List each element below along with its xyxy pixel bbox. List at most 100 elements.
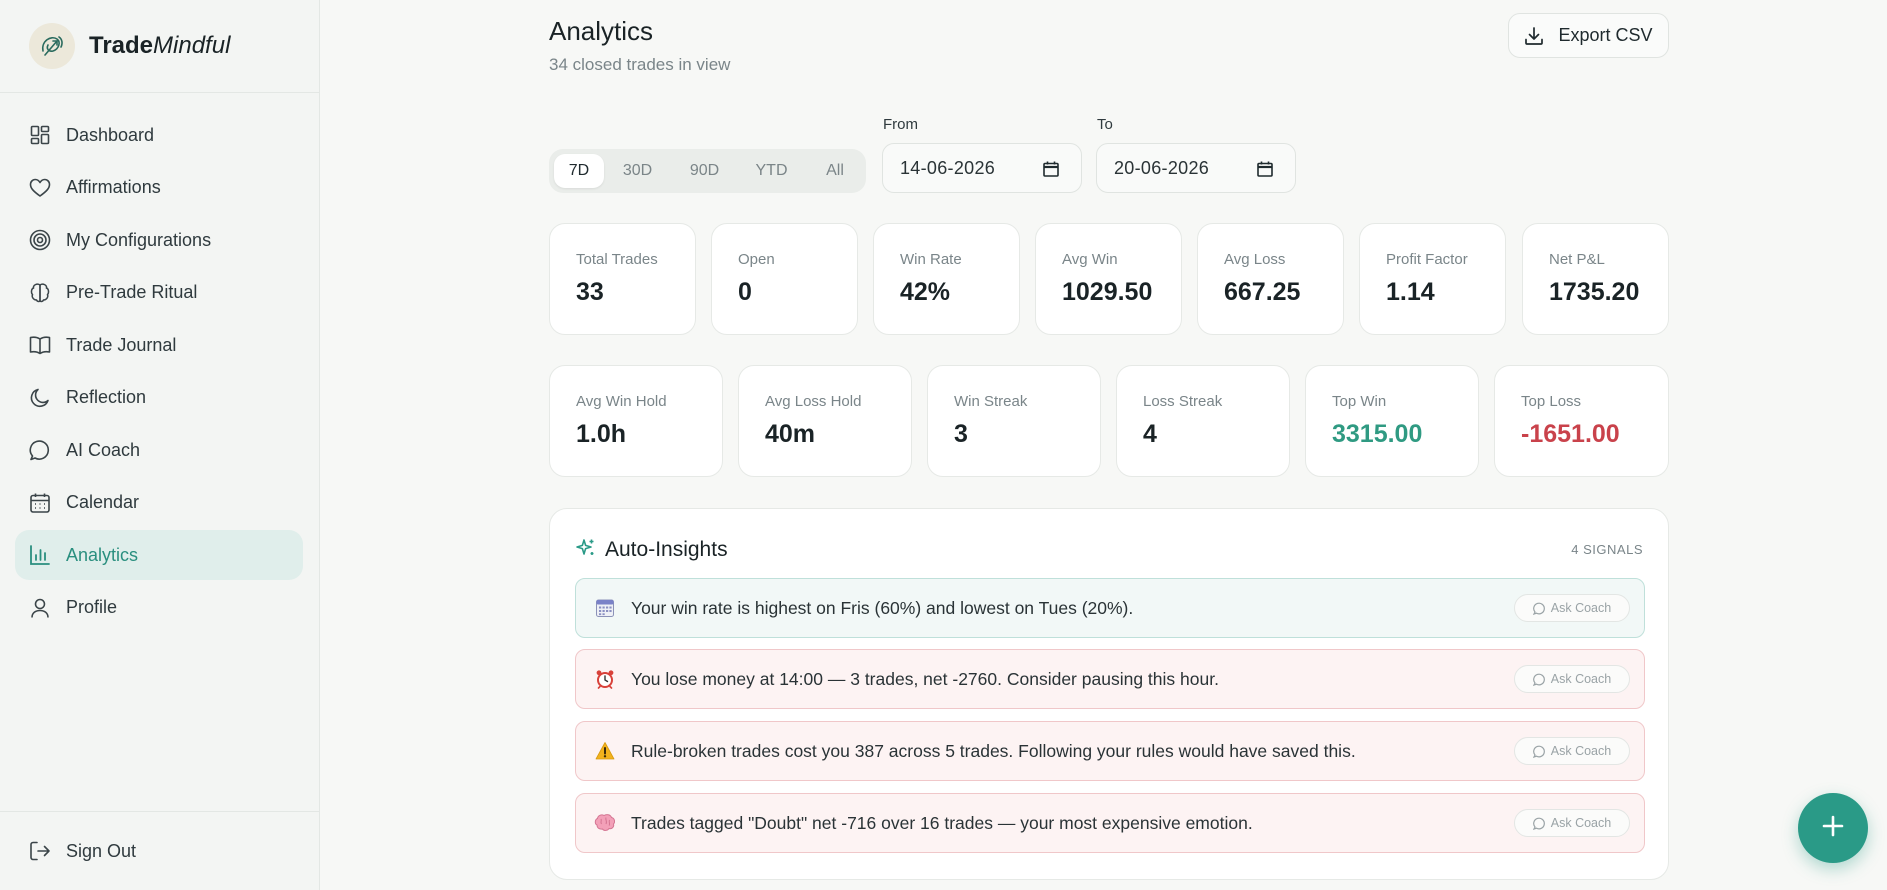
brain-icon [29,282,51,304]
ask-coach-button[interactable]: Ask Coach [1514,665,1630,693]
stat-card-top-loss: Top Loss -1651.00 [1494,365,1669,477]
stat-card-net-pnl: Net P&L 1735.20 [1522,223,1669,335]
stat-value: 1735.20 [1549,278,1640,306]
plus-icon [1821,814,1845,843]
insight-item: Trades tagged "Doubt" net -716 over 16 t… [575,793,1645,853]
sidebar-item-label: Profile [66,597,118,617]
sidebar-item-label: Calendar [66,492,140,512]
insight-item: Rule-broken trades cost you 387 across 5… [575,721,1645,781]
sidebar-item-affirmations[interactable]: Affirmations [15,163,303,213]
user-icon [29,597,51,619]
chat-bubble-icon [1532,673,1546,686]
sidebar-item-label: Dashboard [66,124,155,145]
sidebar-nav: Dashboard Affirmations My Configurations… [0,93,319,633]
sidebar-item-label: Pre-Trade Ritual [66,282,198,302]
brand-logo [29,23,75,69]
sign-out-button[interactable]: Sign Out [0,811,320,890]
sidebar-item-label: Trade Journal [66,334,177,355]
warning-icon [594,740,616,762]
brand-name: TradeMindful [89,32,231,59]
to-date-value: 20-06-2026 [1114,157,1210,178]
chat-bubble-icon [1532,745,1546,758]
moon-icon [29,387,51,409]
chat-bubble-icon [29,439,51,461]
stat-card-win-streak: Win Streak 3 [927,365,1101,477]
sidebar-item-ai-coach[interactable]: AI Coach [15,425,303,475]
stat-value: 667.25 [1224,278,1301,306]
sidebar-item-pre-trade-ritual[interactable]: Pre-Trade Ritual [15,268,303,318]
sidebar: TradeMindful Dashboard Affirmations My C… [0,0,320,890]
page-title: Analytics [549,16,654,46]
stat-value: -1651.00 [1521,420,1620,448]
stat-label: Net P&L [1549,251,1605,268]
sidebar-item-trade-journal[interactable]: Trade Journal [15,320,303,370]
stat-value: 40m [765,420,816,448]
from-date-value: 14-06-2026 [900,157,996,178]
chat-bubble-icon [1532,602,1546,615]
stat-label: Avg Win [1062,251,1118,268]
stat-label: Win Streak [954,393,1028,410]
sidebar-item-label: Reflection [66,387,147,407]
calendar-emoji-icon [594,597,616,619]
sidebar-item-reflection[interactable]: Reflection [15,373,303,423]
stat-card-avg-win-hold: Avg Win Hold 1.0h [549,365,723,477]
ask-coach-button[interactable]: Ask Coach [1514,737,1630,765]
sidebar-item-label: Affirmations [66,177,161,197]
stat-card-top-win: Top Win 3315.00 [1305,365,1479,477]
stat-card-total-trades: Total Trades 33 [549,223,696,335]
to-label: To [1097,116,1113,133]
sidebar-item-label: Analytics [66,544,139,565]
stat-card-loss-streak: Loss Streak 4 [1116,365,1290,477]
stat-card-open: Open 0 [711,223,858,335]
sidebar-item-calendar[interactable]: Calendar [15,478,303,528]
insights-title: Auto-Insights [605,538,728,561]
sidebar-item-my-configurations[interactable]: My Configurations [15,215,303,265]
calendar-picker-icon[interactable] [1257,161,1273,182]
export-csv-label: Export CSV [1558,25,1653,45]
ask-coach-label: Ask Coach [1550,672,1612,686]
insight-item: Your win rate is highest on Fris (60%) a… [575,578,1645,638]
stat-value: 1.0h [576,420,627,448]
sparkles-icon [576,538,596,563]
ask-coach-button[interactable]: Ask Coach [1514,594,1630,622]
stat-label: Avg Loss Hold [765,393,862,410]
ask-coach-button[interactable]: Ask Coach [1514,809,1630,837]
insight-text: Your win rate is highest on Fris (60%) a… [631,597,1134,618]
download-icon [1524,26,1544,46]
target-icon [29,229,51,251]
brand[interactable]: TradeMindful [0,0,319,93]
bar-chart-icon [29,544,51,566]
to-date-input[interactable]: 20-06-2026 [1096,143,1296,193]
insight-text: Trades tagged "Doubt" net -716 over 16 t… [631,812,1253,833]
stat-value: 3315.00 [1332,420,1423,448]
sidebar-item-analytics[interactable]: Analytics [15,530,303,580]
sidebar-item-profile[interactable]: Profile [15,583,303,633]
sidebar-item-label: My Configurations [66,229,212,250]
range-option-7d[interactable]: 7D [554,154,604,188]
stat-card-avg-loss-hold: Avg Loss Hold 40m [738,365,912,477]
sign-out-icon [29,840,51,862]
alarm-clock-icon [594,668,616,690]
sidebar-item-dashboard[interactable]: Dashboard [15,110,303,160]
from-date-input[interactable]: 14-06-2026 [882,143,1082,193]
stat-value: 3 [954,420,968,448]
add-trade-fab[interactable] [1798,793,1868,863]
page-subtitle: 34 closed trades in view [549,55,731,74]
auto-insights-panel: Auto-Insights 4 SIGNALS Your win rate is… [549,508,1669,880]
insights-count-badge: 4 SIGNALS [1571,542,1643,557]
range-option-90d[interactable]: 90D [689,162,720,179]
stat-value: 4 [1143,420,1157,448]
range-selector: 7D 30D 90D YTD All [549,149,866,193]
range-option-all[interactable]: All [826,162,844,179]
ask-coach-label: Ask Coach [1550,816,1612,830]
export-csv-button[interactable]: Export CSV [1508,13,1669,58]
stat-label: Top Win [1332,393,1387,410]
calendar-picker-icon[interactable] [1043,161,1059,182]
calendar-icon [29,492,51,514]
chat-bubble-icon [1532,817,1546,830]
stat-label: Open [738,251,775,268]
ask-coach-label: Ask Coach [1550,601,1612,615]
range-option-30d[interactable]: 30D [622,162,653,179]
range-option-ytd[interactable]: YTD [755,162,788,179]
stat-label: Profit Factor [1386,251,1468,268]
